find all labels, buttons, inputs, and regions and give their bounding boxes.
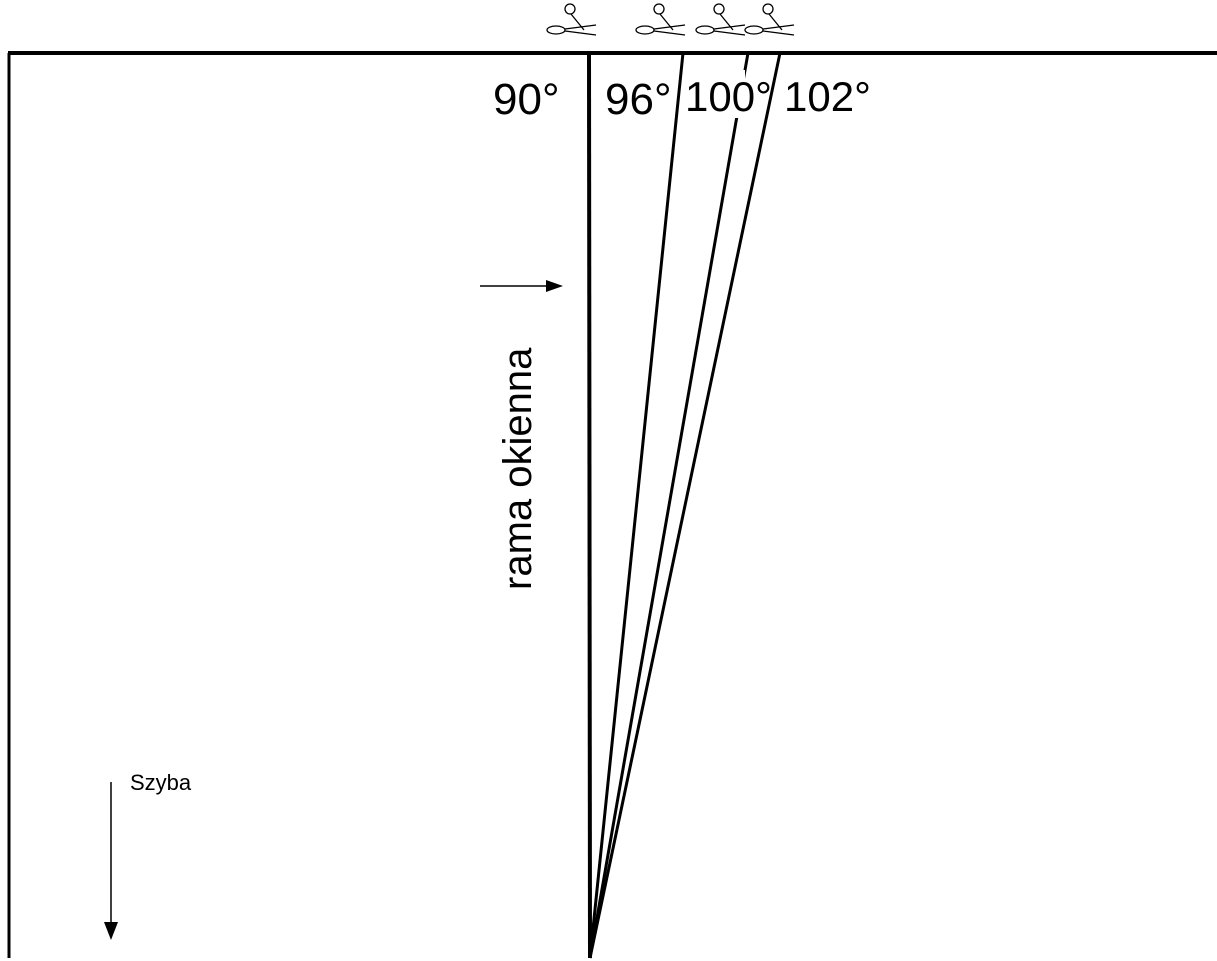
angle-line-102: [588, 52, 782, 959]
scissors-icon: [546, 3, 597, 36]
angle-line-96: [588, 52, 685, 959]
label-mask-100: [683, 70, 745, 118]
frame-label: rama okienna: [496, 347, 540, 590]
scissors-icon: [635, 3, 686, 36]
arrow-right-icon: [480, 280, 563, 292]
scissors-icon: [744, 3, 795, 36]
glass-label: Szyba: [130, 770, 192, 795]
angle-label-102: 102°: [784, 73, 871, 120]
angle-line-90: [587, 52, 592, 959]
scissors-icon: [695, 3, 746, 36]
angle-line-100: [588, 52, 750, 959]
angle-label-100: 100°: [685, 73, 772, 120]
angle-label-96: 96°: [605, 75, 672, 124]
arrow-down-icon: [104, 782, 118, 940]
angle-label-90: 90°: [493, 75, 560, 124]
